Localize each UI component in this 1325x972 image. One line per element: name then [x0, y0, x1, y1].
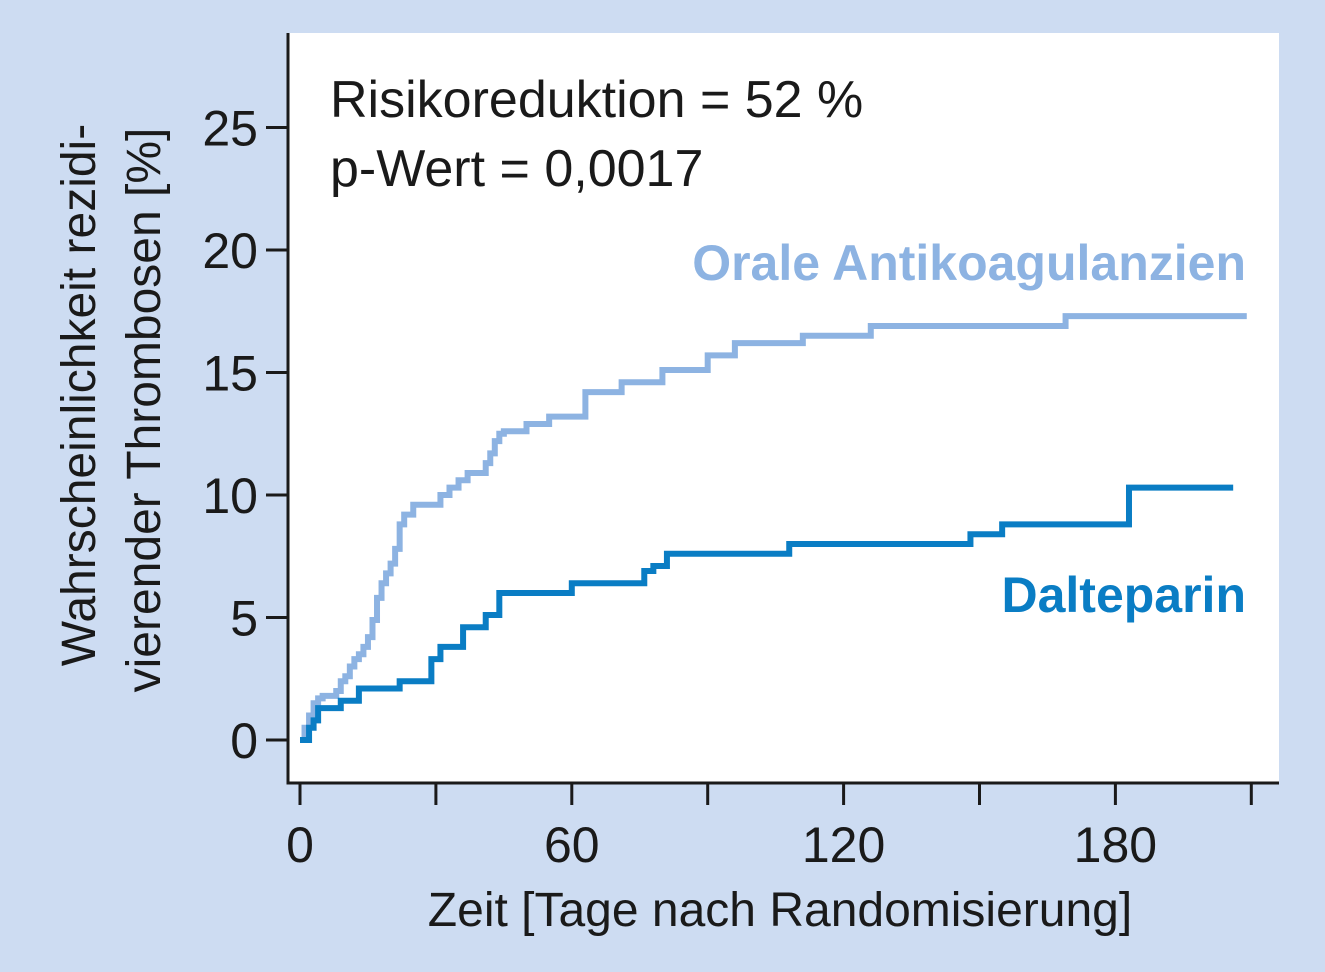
- series-line-orale: [300, 313, 1247, 743]
- y-tick-label: 25: [202, 101, 258, 157]
- y-axis-label-line2: vierender Thrombosen [%]: [118, 128, 171, 693]
- y-tick-label: 10: [202, 468, 258, 524]
- series-label-orale: Orale Antikoagulanzien: [692, 235, 1246, 291]
- annotation-risk-reduction: Risikoreduktion = 52 %: [330, 71, 863, 129]
- axes-group: 0 5 10 15 20 25 0 60 120 180: [202, 33, 1279, 873]
- y-tick-label: 0: [230, 713, 258, 769]
- x-tick-label: 0: [286, 817, 314, 873]
- y-axis-label-line1: Wahrscheinlichkeit rezidi-: [53, 124, 106, 666]
- plot-area: [288, 33, 1279, 783]
- x-tick-label: 60: [544, 817, 600, 873]
- annotation-p-value: p-Wert = 0,0017: [330, 140, 703, 198]
- y-tick-label: 5: [230, 591, 258, 647]
- x-tick-label: 180: [1074, 817, 1157, 873]
- series-group: [300, 313, 1247, 743]
- series-label-dalteparin: Dalteparin: [1001, 567, 1246, 623]
- series-line-dalteparin: [300, 484, 1234, 743]
- x-tick-label: 120: [802, 817, 885, 873]
- y-tick-label: 15: [202, 346, 258, 402]
- x-axis-label: Zeit [Tage nach Randomisierung]: [428, 884, 1132, 937]
- y-tick-label: 20: [202, 223, 258, 279]
